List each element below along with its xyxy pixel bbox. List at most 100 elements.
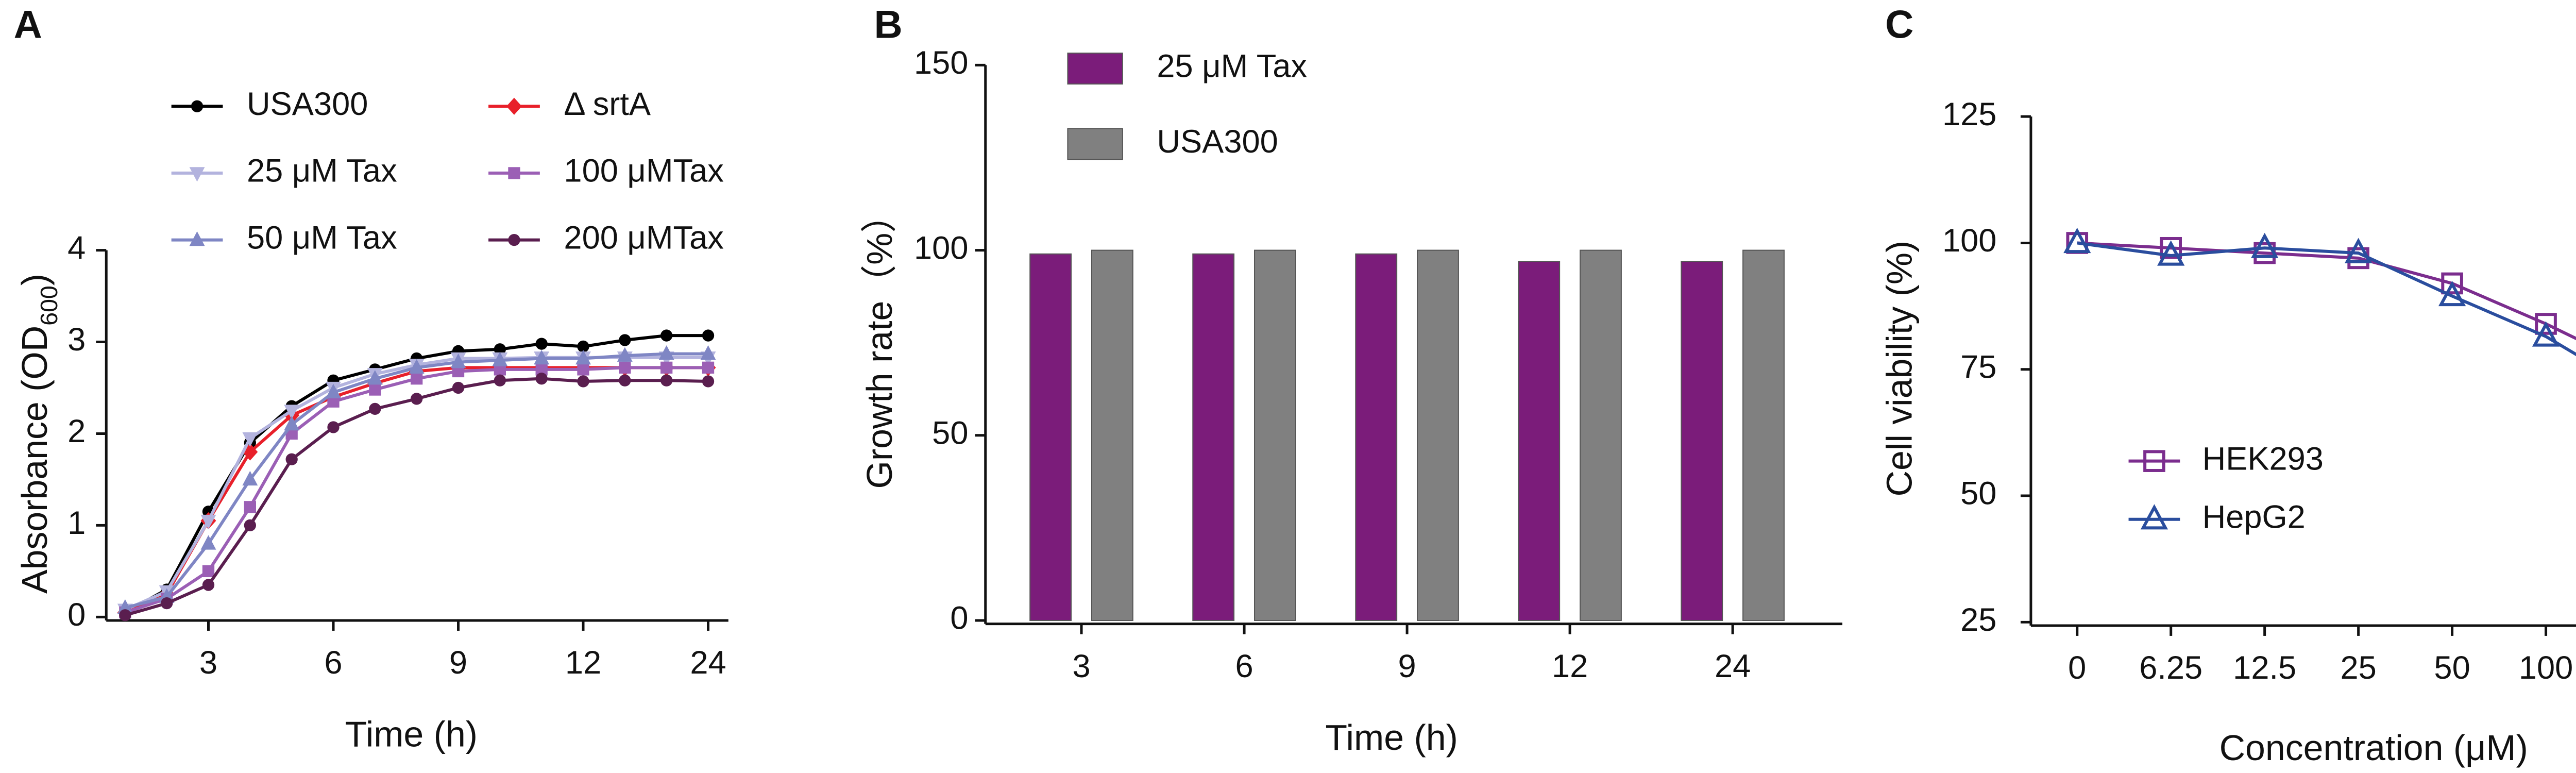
y-tick-label: 0	[67, 597, 86, 633]
marker	[202, 565, 215, 578]
marker	[702, 329, 715, 342]
marker	[577, 375, 589, 388]
marker	[452, 365, 465, 378]
x-tick-label: 9	[1398, 648, 1416, 684]
marker	[508, 233, 520, 246]
marker	[161, 597, 173, 610]
bar	[1254, 249, 1296, 621]
marker	[2344, 238, 2372, 263]
marker	[535, 363, 548, 376]
y-axis-title-text: Absorbance (OD	[15, 326, 55, 594]
marker	[494, 374, 506, 386]
y-tick-label: 150	[914, 45, 968, 81]
marker	[327, 395, 340, 408]
marker	[191, 100, 204, 112]
x-axis-title: Concentration (μM)	[2219, 728, 2528, 768]
marker	[202, 579, 215, 591]
y-axis-title-sub: 600	[36, 285, 62, 326]
marker	[535, 338, 548, 350]
panel-label: C	[1885, 3, 1913, 46]
marker	[660, 374, 673, 386]
y-tick-label: 50	[1960, 476, 1996, 512]
marker	[2441, 272, 2463, 295]
marker	[617, 347, 633, 362]
marker	[200, 535, 216, 550]
marker	[2143, 450, 2165, 472]
x-tick-label: 12.5	[2233, 650, 2296, 686]
y-tick-label: 1	[67, 505, 86, 541]
marker	[492, 351, 508, 366]
marker	[658, 345, 674, 360]
y-tick-label: 0	[950, 600, 968, 636]
marker	[577, 340, 589, 353]
marker	[117, 599, 133, 614]
marker	[619, 334, 631, 346]
panel-label: B	[874, 3, 903, 46]
y-tick-label: 75	[1960, 349, 1996, 385]
x-axis-title: Time (h)	[345, 714, 478, 754]
marker	[242, 432, 258, 447]
y-axis-title: Absorbance (OD600)	[15, 274, 63, 594]
y-axis-title: Cell viability (%)	[1879, 241, 1920, 497]
marker	[660, 329, 673, 342]
x-tick-label: 9	[449, 645, 467, 681]
marker	[506, 97, 522, 115]
panel-label: A	[14, 3, 42, 46]
marker	[369, 383, 381, 396]
marker	[326, 383, 341, 399]
marker	[411, 373, 423, 385]
marker	[535, 373, 548, 385]
marker	[200, 514, 216, 530]
y-tick-label: 50	[932, 415, 968, 451]
marker	[284, 416, 300, 431]
legend-label: HEK293	[2202, 441, 2324, 477]
bar	[1192, 253, 1235, 621]
marker	[700, 345, 716, 360]
bar	[1029, 253, 1072, 621]
marker	[2535, 313, 2557, 335]
x-tick-label: 3	[199, 645, 217, 681]
marker	[409, 359, 425, 374]
series-line	[125, 377, 708, 617]
y-tick-label: 100	[1942, 223, 1996, 259]
y-tick-label: 3	[67, 322, 86, 358]
x-tick-label: 12	[565, 645, 601, 681]
marker	[2438, 280, 2466, 307]
x-tick-label: 24	[1715, 648, 1751, 684]
marker	[369, 402, 381, 415]
legend-swatch	[1067, 53, 1123, 85]
marker	[702, 375, 715, 388]
marker	[284, 405, 300, 419]
y-tick-label: 4	[67, 230, 86, 266]
x-tick-label: 6	[324, 645, 342, 681]
marker	[494, 363, 506, 376]
legend-label: USA300	[1157, 124, 1278, 160]
marker	[189, 231, 205, 246]
marker	[619, 361, 631, 374]
marker	[575, 349, 591, 365]
bar	[1518, 261, 1561, 621]
series-line	[2077, 241, 2576, 341]
x-tick-label: 12	[1552, 648, 1588, 684]
legend-label: 100 μMTax	[564, 153, 723, 189]
marker	[367, 370, 383, 385]
y-axis-title: Growth rate（%）	[860, 197, 900, 489]
marker	[702, 361, 715, 374]
legend-swatch	[1067, 128, 1123, 160]
x-tick-label: 24	[690, 645, 726, 681]
y-axis-title-text: Growth rate（%）	[860, 197, 900, 489]
marker	[2063, 227, 2091, 254]
legend-label: USA300	[247, 86, 368, 122]
x-tick-label: 100	[2519, 650, 2573, 686]
legend-label: Δ srtA	[564, 86, 651, 122]
legend-label: 200 μMTax	[564, 220, 723, 256]
marker	[450, 354, 466, 368]
bar	[1417, 249, 1459, 621]
y-axis-title-end: )	[15, 274, 55, 285]
marker	[189, 167, 205, 182]
x-tick-label: 50	[2434, 650, 2470, 686]
marker	[244, 519, 256, 532]
marker	[452, 381, 465, 394]
marker	[244, 501, 256, 513]
